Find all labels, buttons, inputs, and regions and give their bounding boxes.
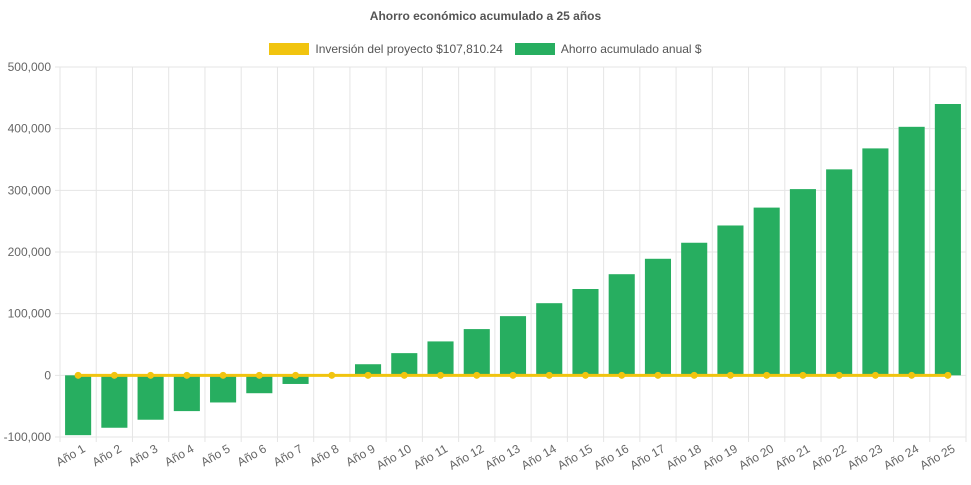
- y-tick-label: 200,000: [8, 245, 52, 259]
- bar-año-7: [282, 375, 309, 384]
- legend-label-savings: Ahorro acumulado anual $: [560, 42, 702, 56]
- bar-año-15: [572, 289, 599, 376]
- investment-point: [581, 371, 589, 379]
- bar-año-17: [644, 258, 672, 376]
- investment-point: [183, 371, 191, 379]
- x-tick-label: Año 2: [90, 441, 124, 469]
- y-tick-label: 500,000: [8, 60, 52, 74]
- x-tick-label: Año 15: [555, 441, 595, 472]
- y-tick-label: 100,000: [8, 307, 52, 321]
- x-tick-label: Año 18: [664, 441, 704, 472]
- bar-año-22: [826, 169, 853, 376]
- bar-año-25: [934, 104, 961, 376]
- investment-point: [618, 371, 626, 379]
- x-tick-label: Año 16: [591, 441, 631, 472]
- investment-point: [437, 371, 445, 379]
- investment-point: [690, 371, 698, 379]
- legend-swatch-investment: [269, 43, 310, 55]
- investment-point: [400, 371, 408, 379]
- investment-point: [908, 371, 916, 379]
- x-tick-label: Año 23: [845, 441, 885, 472]
- x-tick-label: Año 20: [736, 441, 776, 472]
- bar-año-21: [789, 189, 816, 376]
- bar-año-9: [354, 364, 382, 376]
- x-tick-label: Año 11: [411, 441, 450, 472]
- investment-point: [654, 371, 662, 379]
- investment-point: [545, 371, 553, 379]
- investment-point: [74, 371, 82, 379]
- x-tick-label: Año 25: [917, 441, 957, 472]
- x-tick-label: Año 8: [307, 441, 341, 469]
- bar-año-13: [499, 316, 527, 376]
- investment-point: [799, 371, 807, 379]
- bar-año-16: [608, 274, 635, 376]
- bar-año-2: [101, 375, 128, 428]
- investment-point: [255, 371, 263, 379]
- x-tick-label: Año 24: [881, 441, 921, 472]
- bar-año-5: [210, 375, 237, 403]
- x-tick-label: Año 4: [162, 441, 196, 469]
- investment-point: [473, 371, 481, 379]
- y-tick-label: 300,000: [8, 183, 52, 197]
- x-tick-label: Año 22: [809, 441, 849, 472]
- investment-point: [110, 371, 118, 379]
- investment-point: [509, 371, 517, 379]
- bar-año-23: [862, 148, 889, 376]
- investment-point: [364, 371, 372, 379]
- legend: Inversión del proyecto $107,810.24 Ahorr…: [0, 42, 971, 56]
- investment-point: [835, 371, 843, 379]
- x-tick-label: Año 7: [271, 441, 305, 469]
- x-tick-label: Año 13: [483, 441, 523, 472]
- bar-año-1: [65, 375, 92, 436]
- investment-point: [944, 371, 952, 379]
- chart-title: Ahorro económico acumulado a 25 años: [369, 9, 602, 23]
- x-tick-label: Año 14: [519, 441, 559, 472]
- x-tick-label: Año 6: [235, 441, 269, 469]
- investment-point: [328, 371, 336, 379]
- investment-point: [726, 371, 734, 379]
- x-tick-label: Año 1: [53, 441, 87, 469]
- bar-año-3: [137, 375, 164, 420]
- investment-point: [763, 371, 771, 379]
- bar-año-11: [427, 341, 454, 376]
- investment-point: [219, 371, 227, 379]
- bar-año-12: [463, 329, 490, 376]
- y-tick-label: -100,000: [4, 430, 52, 444]
- bar-año-24: [898, 126, 925, 376]
- x-tick-label: Año 21: [772, 441, 812, 472]
- bar-año-6: [246, 375, 273, 394]
- bar-año-10: [391, 353, 418, 376]
- investment-point: [147, 371, 155, 379]
- legend-item-savings[interactable]: Ahorro acumulado anual $: [514, 42, 702, 56]
- investment-point: [871, 371, 879, 379]
- legend-item-investment[interactable]: Inversión del proyecto $107,810.24: [269, 42, 503, 56]
- legend-swatch-savings: [514, 43, 555, 55]
- x-tick-label: Año 12: [446, 441, 486, 472]
- x-tick-label: Año 3: [126, 441, 160, 469]
- legend-label-investment: Inversión del proyecto $107,810.24: [315, 42, 503, 56]
- x-tick-label: Año 19: [700, 441, 740, 472]
- x-tick-label: Año 9: [343, 441, 377, 469]
- bar-año-18: [681, 242, 708, 376]
- bar-año-20: [753, 207, 780, 376]
- x-tick-label: Año 10: [374, 441, 414, 472]
- bar-año-14: [536, 303, 563, 376]
- x-tick-label: Año 5: [198, 441, 232, 469]
- y-tick-label: 400,000: [8, 122, 52, 136]
- bar-año-4: [173, 375, 200, 412]
- bar-año-19: [717, 225, 744, 376]
- y-tick-label: 0: [44, 368, 51, 382]
- x-tick-label: Año 17: [628, 441, 668, 472]
- investment-point: [292, 371, 300, 379]
